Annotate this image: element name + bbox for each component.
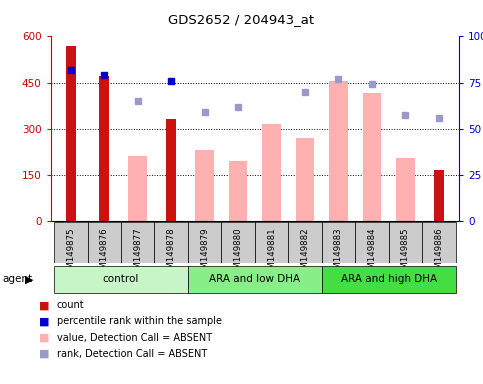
Text: GSM149878: GSM149878 [167, 228, 176, 280]
Text: count: count [57, 300, 85, 310]
Text: ■: ■ [39, 349, 49, 359]
Bar [121, 222, 155, 263]
Bar [255, 222, 288, 263]
Bar [363, 93, 381, 221]
Bar [296, 138, 314, 221]
Bar [434, 170, 444, 221]
Text: rank, Detection Call = ABSENT: rank, Detection Call = ABSENT [57, 349, 207, 359]
Bar [188, 266, 322, 293]
Text: GDS2652 / 204943_at: GDS2652 / 204943_at [169, 13, 314, 26]
Bar [355, 222, 389, 263]
Text: GSM149886: GSM149886 [434, 228, 443, 280]
Bar [221, 222, 255, 263]
Text: GSM149883: GSM149883 [334, 228, 343, 280]
Text: GSM149880: GSM149880 [234, 228, 242, 280]
Text: GSM149882: GSM149882 [300, 228, 310, 280]
Text: agent: agent [2, 274, 32, 285]
Text: value, Detection Call = ABSENT: value, Detection Call = ABSENT [57, 333, 212, 343]
Text: control: control [103, 274, 139, 285]
Bar [396, 158, 414, 221]
Text: ▶: ▶ [25, 274, 34, 285]
Text: GSM149881: GSM149881 [267, 228, 276, 280]
Text: ■: ■ [39, 300, 49, 310]
Bar [229, 161, 247, 221]
Bar [329, 81, 348, 221]
Bar [54, 222, 87, 263]
Text: GSM149876: GSM149876 [100, 228, 109, 280]
Text: GSM149885: GSM149885 [401, 228, 410, 280]
Bar [196, 150, 214, 221]
Bar [166, 119, 176, 221]
Bar [322, 222, 355, 263]
Bar [54, 266, 188, 293]
Text: ARA and low DHA: ARA and low DHA [209, 274, 300, 285]
Bar [422, 222, 455, 263]
Bar [322, 266, 455, 293]
Text: ■: ■ [39, 316, 49, 326]
Bar [128, 156, 147, 221]
Text: percentile rank within the sample: percentile rank within the sample [57, 316, 222, 326]
Text: ■: ■ [39, 333, 49, 343]
Bar [87, 222, 121, 263]
Text: ARA and high DHA: ARA and high DHA [341, 274, 437, 285]
Bar [389, 222, 422, 263]
Text: GSM149875: GSM149875 [66, 228, 75, 280]
Bar [188, 222, 221, 263]
Bar [99, 76, 109, 221]
Text: GSM149877: GSM149877 [133, 228, 142, 280]
Bar [155, 222, 188, 263]
Bar [66, 46, 76, 221]
Bar [262, 124, 281, 221]
Text: GSM149879: GSM149879 [200, 228, 209, 280]
Text: GSM149884: GSM149884 [368, 228, 376, 280]
Bar [288, 222, 322, 263]
